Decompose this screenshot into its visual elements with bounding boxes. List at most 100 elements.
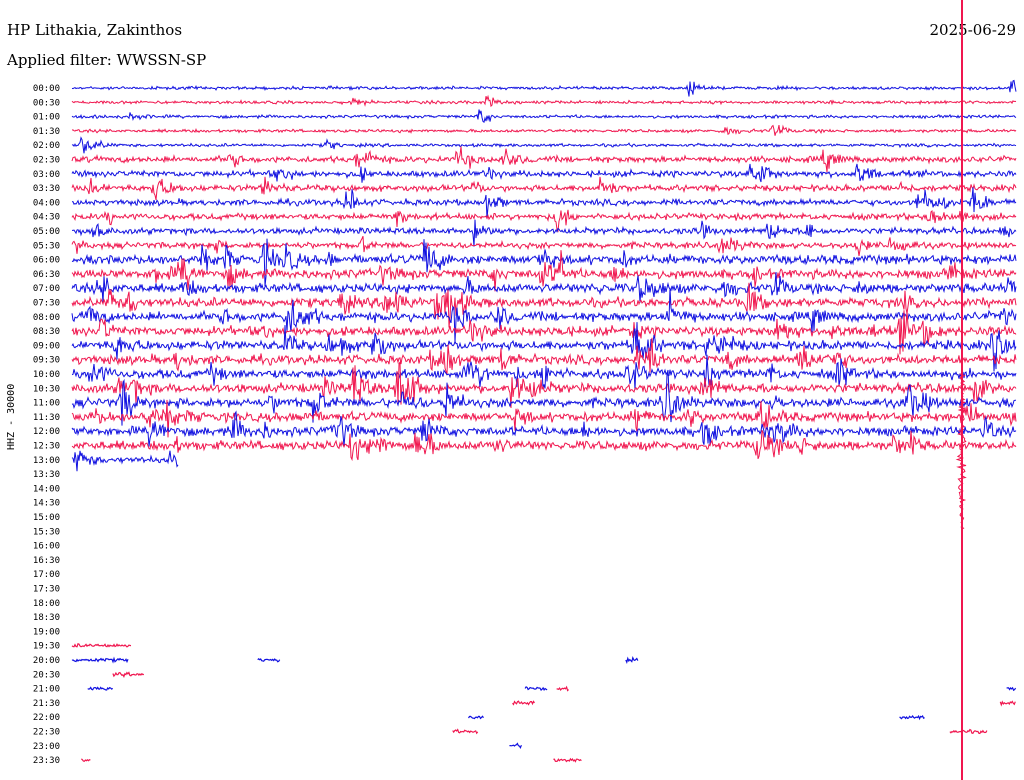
row-label: 02:00 [33,141,60,151]
trace-row [71,361,1017,409]
station-title: HP Lithakia, Zakinthos [7,21,183,39]
trace-segment [999,700,1016,707]
trace-row [71,236,1017,256]
row-label: 03:00 [33,170,60,180]
row-label: 09:00 [33,341,60,351]
trace-row [71,354,1017,391]
trace-row [71,271,1017,304]
trace-row [71,94,1017,108]
trace-segment [625,656,639,664]
trace-segment [71,643,132,648]
trace-segment [468,715,484,720]
row-label: 10:00 [33,370,60,380]
row-label: 11:30 [33,413,60,423]
row-label: 09:30 [33,356,60,366]
row-label: 05:00 [33,227,60,237]
trace-row [71,238,1017,287]
row-label: 04:30 [33,213,60,223]
row-label: 06:00 [33,256,60,266]
row-label: 13:00 [33,456,60,466]
trace-row [71,322,1017,372]
trace-segment [87,686,114,691]
row-label: 08:30 [33,327,60,337]
trace-segment [452,728,479,735]
trace-segment [512,700,535,706]
row-label: 20:30 [33,670,60,680]
row-label: 10:30 [33,384,60,394]
trace-segment [80,758,91,762]
row-label: 21:30 [33,699,60,709]
trace-segment [71,656,129,664]
row-label: 03:30 [33,184,60,194]
trace-row [71,398,1017,438]
trace-segment [553,757,582,763]
row-label: 08:00 [33,313,60,323]
trace-row [71,250,1017,292]
row-label: 23:00 [33,742,60,752]
row-label: 17:00 [33,570,60,580]
row-label: 04:00 [33,198,60,208]
trace-row [71,124,1017,136]
trace-row [71,176,1017,201]
row-label: 19:30 [33,642,60,652]
trace-row [71,282,1017,328]
trace-row [71,163,1017,183]
trace-row [71,410,1017,447]
row-label: 07:30 [33,299,60,309]
row-label: 00:00 [33,84,60,94]
row-label: 15:00 [33,513,60,523]
trace-segment [112,671,145,679]
row-label: 12:30 [33,442,60,452]
trace-row [71,430,1017,462]
trace-row [71,187,1017,219]
row-label: 21:00 [33,685,60,695]
trace-row [71,209,1017,233]
trace-row [72,219,1017,247]
row-label: 00:30 [33,98,60,108]
row-labels: 00:00 00:30 01:00 01:30 02:00 02:30 03:00 03:30… [33,84,60,766]
row-label: 13:30 [33,470,60,480]
trace-row [71,310,1017,355]
row-label: 14:30 [33,499,60,509]
row-label: 17:30 [33,585,60,595]
trace-segment [524,686,548,692]
row-label: 14:00 [33,484,60,494]
trace-segment [899,714,925,721]
filter-label: Applied filter: WWSSN-SP [7,51,207,69]
row-label: 01:00 [33,113,60,123]
row-label: 22:00 [33,713,60,723]
trace-row [71,79,1017,97]
row-label: 12:00 [33,427,60,437]
trace-row [71,287,1017,343]
trace-segment [1006,686,1017,692]
trace-segment [949,728,988,735]
row-label: 11:00 [33,399,60,409]
trace-row [71,109,1017,124]
trace-row [71,337,1017,375]
row-label: 02:30 [33,156,60,166]
trace-row [71,369,1017,426]
row-label: 20:00 [33,656,60,666]
row-label: 16:00 [33,542,60,552]
row-label: 07:00 [33,284,60,294]
event-burst [955,373,967,529]
trace-row [71,146,1017,173]
row-label: 06:30 [33,270,60,280]
traces [71,79,1017,763]
event-marker [955,0,967,780]
date-label: 2025-06-29 [929,21,1016,39]
row-label: 15:30 [33,527,60,537]
trace-row [71,136,1017,154]
row-label: 23:30 [33,756,60,766]
trace-row [71,450,179,472]
row-label: 01:30 [33,127,60,137]
trace-segment [509,742,522,750]
row-label: 22:30 [33,728,60,738]
trace-segment [257,657,281,663]
trace-segment [556,685,570,692]
row-label: 18:30 [33,613,60,623]
row-label: 05:30 [33,241,60,251]
row-label: 19:00 [33,627,60,637]
row-label: 18:00 [33,599,60,609]
